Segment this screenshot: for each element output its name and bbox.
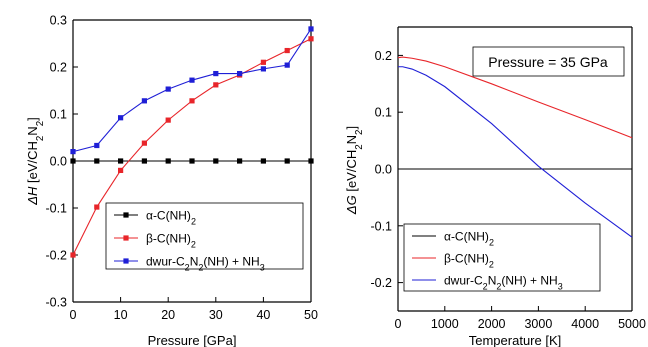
y-tick-label: 0.1 [375,106,392,120]
right-x-axis-label: Temperature [K] [469,333,562,347]
panel-enthalpy: 0 10 20 30 40 50 -0.3 -0.2 -0.1 0.0 0.1 0.2 0.3 Pre… [25,14,318,347]
right-y-axis-label: ΔG [eV/CH2N2] [344,126,365,215]
data-point [70,252,76,258]
y-tick-label: -0.1 [370,219,392,233]
data-point [284,158,290,164]
y-tick-label: -0.2 [370,276,392,290]
right-annotation: Pressure = 35 GPa [472,46,625,77]
right-series [397,56,633,238]
left-x-axis-label: Pressure [GPa] [148,333,237,347]
right-x-ticks: 0 1000 2000 3000 4000 5000 [395,306,646,331]
data-point [94,204,100,210]
legend-label: β-C(NH)2 [444,252,494,270]
y-tick-label: 0.2 [375,49,392,63]
x-tick-label: 2000 [478,317,506,331]
data-point [189,158,195,164]
data-point [118,167,124,173]
data-point [260,158,266,164]
data-point [260,59,266,65]
data-point [213,158,219,164]
left-y-ticks: -0.3 -0.2 -0.1 0.0 0.1 0.2 0.3 [45,14,78,310]
panel-gibbs: 0 1000 2000 3000 4000 5000 -0.2-0.10.00.10.2 … [344,26,646,347]
data-point [118,158,124,164]
legend-label: dwur-C2N2(NH) + NH3 [444,274,563,292]
y-tick-label: -0.3 [45,296,67,310]
right-legend: α-C(NH)2 β-C(NH)2 dwur-C2N2(NH) + NH3 [403,223,601,292]
data-point [213,82,219,88]
data-point [260,66,266,72]
left-series [70,26,314,258]
data-point [189,77,195,83]
data-point [237,158,243,164]
data-point [70,158,76,164]
legend-label: α-C(NH)2 [444,230,494,248]
legend-item-2: dwur-C2N2(NH) + NH3 [412,274,563,292]
data-point [94,158,100,164]
right-legend-box [403,223,601,292]
data-point [141,140,147,146]
data-point [308,26,314,32]
left-legend: α-C(NH)2 β-C(NH)2 dwur-C2N2(NH) + NH3 [105,202,304,273]
y-tick-label: 0.0 [50,155,67,169]
right-y-ticks: -0.2 -0.1 0.0 0.1 0.2 [370,49,403,290]
data-point [141,158,147,164]
legend-item-2: dwur-C2N2(NH) + NH3 [114,255,265,273]
data-point [284,62,290,68]
y-tick-label: -0.2 [45,249,67,263]
x-tick-label: 1000 [431,317,459,331]
legend-marker [123,212,129,218]
series-line-2 [398,66,633,238]
data-point [165,86,171,92]
data-point [284,47,290,54]
x-tick-label: 5000 [618,317,646,331]
x-tick-label: 20 [161,308,175,322]
data-point [141,98,147,104]
data-point [70,149,76,155]
legend-label: β-C(NH)2 [146,232,196,250]
data-point [165,117,171,123]
series-line-1 [397,56,633,139]
data-point [213,70,219,77]
y-tick-label: 0.3 [50,14,67,28]
y-tick-label: -0.1 [45,202,67,216]
x-tick-label: 0 [70,308,77,322]
left-x-ticks: 0 10 20 30 40 50 [70,297,318,322]
data-point [237,70,243,77]
data-point [165,158,171,164]
y-tick-label: 0.1 [50,108,67,122]
series-line-2 [72,28,312,153]
x-tick-label: 10 [114,308,128,322]
pressure-annotation: Pressure = 35 GPa [488,54,608,70]
x-tick-label: 4000 [571,317,599,331]
annotation-box [472,46,625,77]
data-point [189,98,195,104]
x-tick-label: 40 [256,308,270,322]
legend-marker [123,235,129,241]
legend-item-1: β-C(NH)2 [114,232,196,250]
legend-label: dwur-C2N2(NH) + NH3 [146,255,265,273]
data-point [118,115,124,121]
y-tick-label: 0.2 [50,61,67,75]
left-y-axis-label: ΔH [eV/CH2N2] [25,117,46,206]
legend-marker [123,258,129,264]
data-point [94,142,100,149]
x-tick-label: 3000 [524,317,552,331]
left-legend-box [105,202,304,270]
legend-label: α-C(NH)2 [146,209,196,227]
data-point [308,36,314,42]
x-tick-label: 30 [209,308,223,322]
x-tick-label: 0 [395,317,402,331]
y-tick-label: 0.0 [375,163,392,177]
legend-item-0: α-C(NH)2 [114,209,196,227]
legend-item-0: α-C(NH)2 [412,230,494,248]
x-tick-label: 50 [304,308,318,322]
data-point [308,158,314,164]
legend-item-1: β-C(NH)2 [412,252,494,270]
